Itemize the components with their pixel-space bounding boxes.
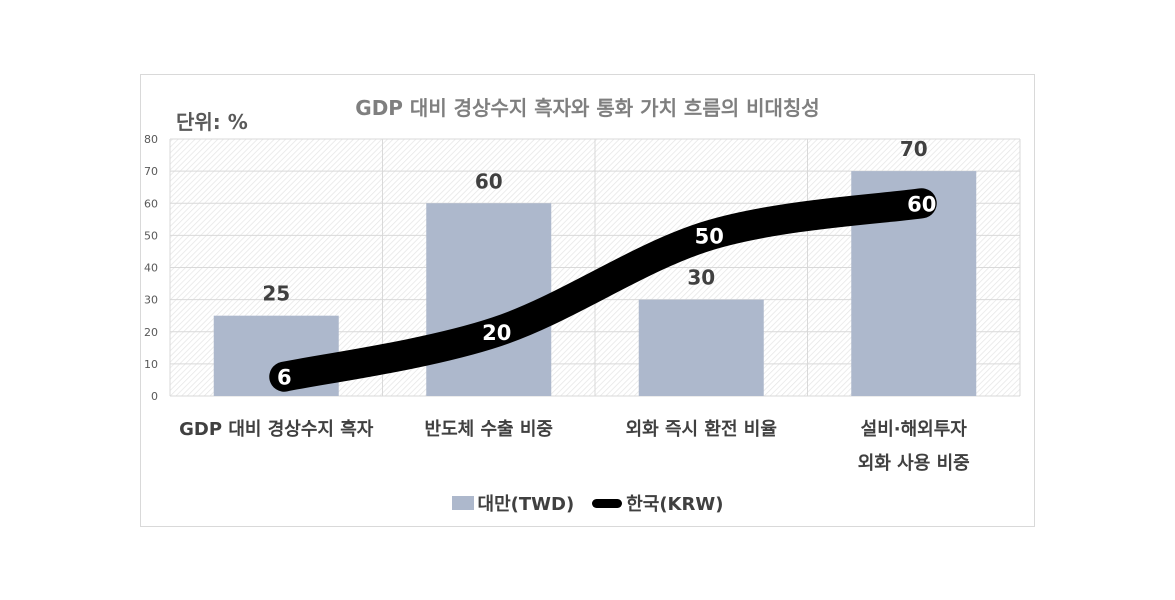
bar-series bbox=[213, 171, 977, 396]
line-data-label: 6 bbox=[277, 366, 292, 390]
y-tick-label: 60 bbox=[144, 197, 158, 210]
bar bbox=[426, 203, 552, 396]
line-series bbox=[269, 188, 937, 392]
y-tick-label: 30 bbox=[144, 294, 158, 307]
line-data-label: 60 bbox=[907, 192, 936, 216]
legend-swatch-line bbox=[592, 498, 623, 508]
x-category-label: GDP 대비 경상수지 흑자 bbox=[179, 418, 374, 440]
legend: 대만(TWD) 한국(KRW) bbox=[0, 490, 1175, 516]
bar-data-label: 70 bbox=[900, 137, 928, 161]
x-axis-categories: GDP 대비 경상수지 흑자 반도체 수출 비중 외화 즉시 환전 비율 설비·해외투… bbox=[179, 418, 970, 474]
line-data-label: 20 bbox=[482, 321, 511, 345]
y-tick-label: 80 bbox=[144, 133, 158, 146]
bar bbox=[638, 299, 764, 396]
bar-data-label: 60 bbox=[475, 169, 503, 193]
legend-item-bar: 대만(TWD) bbox=[451, 490, 575, 516]
line-data-label: 50 bbox=[695, 224, 724, 248]
y-tick-label: 10 bbox=[144, 358, 158, 371]
legend-label-bar: 대만(TWD) bbox=[477, 494, 575, 515]
y-tick-label: 40 bbox=[144, 262, 158, 275]
y-tick-label: 70 bbox=[144, 165, 158, 178]
y-tick-label: 0 bbox=[151, 390, 158, 403]
y-axis-ticks: 0 10 20 30 40 50 60 70 80 bbox=[144, 133, 158, 403]
y-tick-label: 50 bbox=[144, 229, 158, 242]
line-data-labels: 6 20 50 60 bbox=[277, 192, 936, 389]
bar-data-labels: 25 60 30 70 bbox=[262, 137, 927, 306]
legend-label-line: 한국(KRW) bbox=[626, 494, 724, 515]
unit-label: 단위: % bbox=[176, 110, 248, 134]
x-category-label: 설비·해외투자 bbox=[861, 419, 968, 440]
x-category-label: 반도체 수출 비중 bbox=[425, 419, 553, 440]
legend-swatch-bar bbox=[451, 496, 474, 510]
legend-item-line: 한국(KRW) bbox=[592, 490, 723, 516]
x-category-label: 외화 사용 비중 bbox=[858, 453, 970, 474]
bar-data-label: 25 bbox=[262, 282, 290, 306]
chart-title: GDP 대비 경상수지 흑자와 통화 가치 흐름의 비대칭성 bbox=[355, 96, 820, 120]
bar-data-label: 30 bbox=[687, 266, 715, 290]
y-tick-label: 20 bbox=[144, 326, 158, 339]
x-category-label: 외화 즉시 환전 비율 bbox=[626, 418, 777, 440]
line-series-path bbox=[269, 188, 937, 392]
